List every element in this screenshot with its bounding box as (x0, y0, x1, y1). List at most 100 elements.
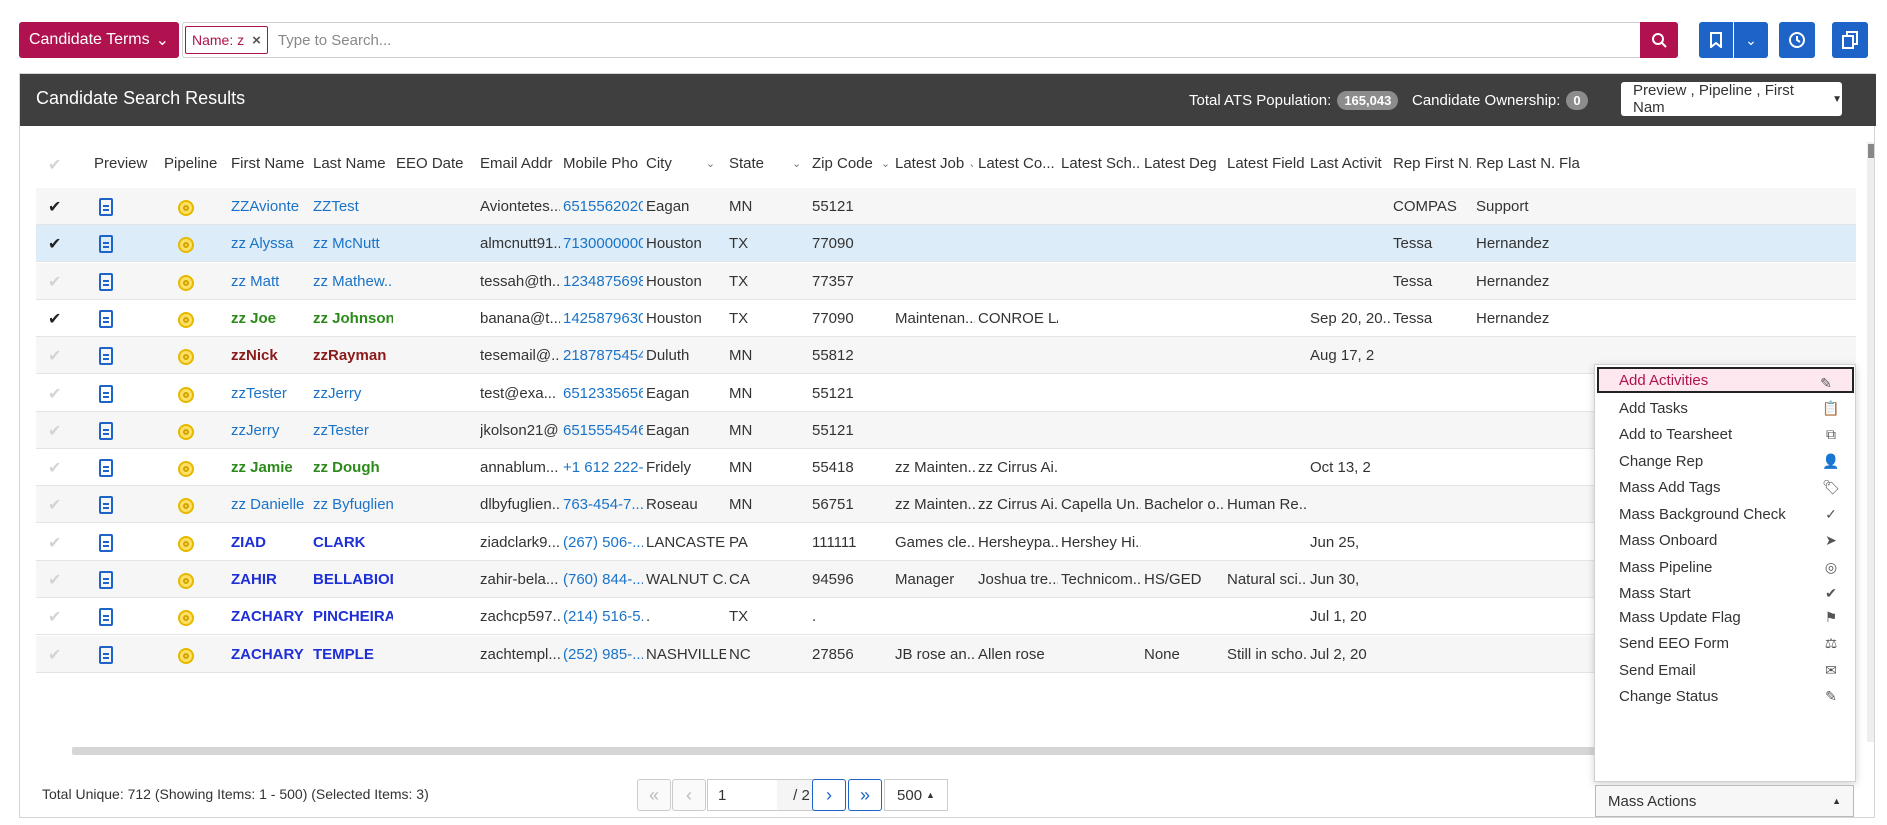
table-row[interactable]: ✔ ZIAD CLARK ziadclark9... (267) 506-... LANC… (36, 524, 1856, 561)
menu-item-add-to-tearsheet[interactable]: Add to Tearsheet ⧉ (1595, 420, 1857, 448)
next-page-button[interactable]: › (812, 779, 846, 811)
first-name-link[interactable]: ZIAD (231, 533, 266, 551)
table-row[interactable]: ✔ zz Joe zz Johnson banana@t... 1425879630 Ho… (36, 300, 1856, 337)
menu-item-send-eeo-form[interactable]: Send EEO Form ⚖ (1595, 629, 1857, 657)
table-row[interactable]: ✔ ZACHARY TEMPLE zachtempl... (252) 985-... N… (36, 635, 1856, 673)
phone-link[interactable]: 1425879630 (563, 309, 643, 327)
menu-item-send-email[interactable]: Send Email ✉ (1595, 656, 1857, 684)
table-row[interactable]: ✔ ZZAvionte ZZTest Aviontetes... 6515562020 E… (36, 188, 1856, 225)
row-checkbox[interactable]: ✔ (48, 273, 62, 291)
first-name-link[interactable]: zzJerry (231, 421, 280, 439)
col-header[interactable]: Pipeline⌄ (164, 155, 224, 172)
columns-select[interactable]: Preview , Pipeline , First Nam ▼ (1621, 82, 1842, 116)
last-name-link[interactable]: zz Mathew... (313, 272, 393, 290)
col-header[interactable]: Email Addr⌄ (480, 155, 558, 172)
col-header[interactable]: Latest Sch...⌄ (1061, 155, 1139, 172)
first-name-link[interactable]: ZZAvionte (231, 198, 300, 215)
col-header[interactable]: City ⌄ (646, 155, 716, 172)
preview-document-icon[interactable] (99, 421, 113, 440)
table-row[interactable]: ✔ zzNick zzRayman tesemail@... 2187875454 Dul… (36, 337, 1856, 375)
preview-document-icon[interactable] (99, 384, 113, 403)
row-checkbox[interactable]: ✔ (48, 348, 62, 366)
horizontal-scrollbar[interactable] (72, 747, 1612, 755)
first-name-link[interactable]: zz Joe (231, 309, 277, 327)
pipeline-target-icon[interactable] (178, 386, 194, 403)
first-name-link[interactable]: zzTester (231, 384, 287, 402)
table-row[interactable]: ✔ ZACHARY PINCHEIRA zachcp597... (214) 516-5… (36, 598, 1856, 636)
col-header[interactable]: Preview⌄ (94, 155, 154, 172)
first-name-link[interactable]: ZAHIR (231, 571, 277, 588)
col-header[interactable]: Last Activit⌄ (1310, 155, 1388, 172)
table-row[interactable]: ✔ ZAHIR BELLABIOD zahir-bela... (760) 844-..… (36, 561, 1856, 598)
menu-item-change-rep[interactable]: Change Rep 👤 (1595, 447, 1857, 475)
table-row[interactable]: ✔ zz Matt zz Mathew... tessah@th... 12348756… (36, 262, 1856, 300)
pipeline-target-icon[interactable] (178, 349, 194, 366)
preview-document-icon[interactable] (99, 272, 113, 291)
bookmark-button[interactable] (1699, 22, 1733, 58)
phone-link[interactable]: (252) 985-... (563, 645, 643, 663)
last-name-link[interactable]: ZZTest (313, 198, 359, 215)
pipeline-target-icon[interactable] (178, 423, 194, 440)
preview-document-icon[interactable] (99, 198, 113, 216)
preview-document-icon[interactable] (99, 309, 113, 328)
first-name-link[interactable]: zzNick (231, 347, 278, 365)
prev-page-button[interactable]: ‹ (672, 779, 706, 811)
row-checkbox[interactable]: ✔ (48, 572, 62, 589)
menu-item-mass-add-tags[interactable]: Mass Add Tags 🏷 (1595, 473, 1857, 501)
phone-link[interactable]: +1 612 222-... (563, 459, 643, 477)
phone-link[interactable]: 1234875698 (563, 272, 643, 290)
first-name-link[interactable]: zz Jamie (231, 459, 293, 477)
col-header[interactable]: Latest Field⌄ (1227, 155, 1305, 172)
col-header[interactable]: First Name⌄ (231, 155, 309, 172)
last-name-link[interactable]: TEMPLE (313, 645, 374, 663)
pipeline-target-icon[interactable] (178, 498, 194, 515)
candidate-terms-button[interactable]: Candidate Terms ⌄ (19, 22, 179, 58)
pipeline-target-icon[interactable] (178, 274, 194, 291)
first-name-link[interactable]: zz Danielle (231, 496, 305, 514)
row-checkbox[interactable]: ✔ (48, 385, 62, 403)
first-name-link[interactable]: ZACHARY (231, 645, 304, 663)
preview-document-icon[interactable] (99, 533, 113, 552)
phone-link[interactable]: 6515562020 (563, 198, 643, 215)
history-button[interactable] (1779, 22, 1815, 58)
col-header[interactable]: Latest Job ⌄ (895, 155, 973, 172)
preview-document-icon[interactable] (99, 645, 113, 664)
table-row[interactable]: ✔ zzJerry zzTester jkolson21@...6515554546E… (36, 411, 1856, 449)
phone-link[interactable]: 7130000000 (563, 235, 643, 253)
phone-link[interactable]: 6515554546 (563, 421, 643, 439)
first-name-link[interactable]: zz Matt (231, 272, 280, 290)
last-name-link[interactable]: zz Dough (313, 459, 380, 477)
phone-link[interactable]: 6512335656 (563, 384, 643, 402)
phone-link[interactable]: 2187875454 (563, 347, 643, 365)
table-row[interactable]: ✔ zzTester zzJerry test@exa... 6512335656 Eag… (36, 375, 1856, 412)
row-checkbox[interactable]: ✔ (48, 534, 62, 552)
last-name-link[interactable]: PINCHEIRA (313, 608, 393, 626)
row-checkbox[interactable]: ✔ (48, 609, 62, 627)
menu-item-mass-pipeline[interactable]: Mass Pipeline ◎ (1595, 553, 1857, 581)
row-checkbox[interactable]: ✔ (48, 310, 62, 328)
phone-link[interactable]: (214) 516-5... (563, 608, 643, 626)
row-checkbox[interactable]: ✔ (48, 422, 62, 440)
phone-link[interactable]: 763-454-7... (563, 496, 643, 514)
last-name-link[interactable]: zzRayman (313, 347, 387, 365)
col-header[interactable]: Zip Code ⌄ (812, 155, 890, 172)
menu-item-add-tasks[interactable]: Add Tasks 📋 (1595, 394, 1857, 422)
first-name-link[interactable]: ZACHARY (231, 608, 304, 626)
col-header[interactable]: Latest Co...⌄ (978, 155, 1055, 172)
last-name-link[interactable]: zz Byfuglien (313, 496, 393, 514)
menu-item-mass-update-flag[interactable]: Mass Update Flag ⚑ (1595, 603, 1857, 631)
col-header[interactable]: Mobile Pho⌄ (563, 155, 639, 172)
menu-item-mass-onboard[interactable]: Mass Onboard ➤ (1595, 526, 1857, 554)
menu-item-add-activities[interactable]: Add Activities ✎ (1597, 367, 1854, 393)
menu-item-mass-start[interactable]: Mass Start ✔ (1595, 579, 1857, 607)
search-button[interactable] (1640, 22, 1678, 58)
first-page-button[interactable]: « (637, 779, 671, 811)
menu-item-mass-background-check[interactable]: Mass Background Check ✓ (1595, 500, 1857, 528)
preview-document-icon[interactable] (99, 235, 113, 254)
col-header[interactable]: State ⌄ (729, 155, 802, 172)
pipeline-target-icon[interactable] (178, 461, 194, 478)
preview-document-icon[interactable] (99, 608, 113, 627)
pipeline-target-icon[interactable] (178, 200, 194, 216)
last-name-link[interactable]: zz McNutt (313, 235, 380, 253)
preview-document-icon[interactable] (99, 496, 113, 515)
